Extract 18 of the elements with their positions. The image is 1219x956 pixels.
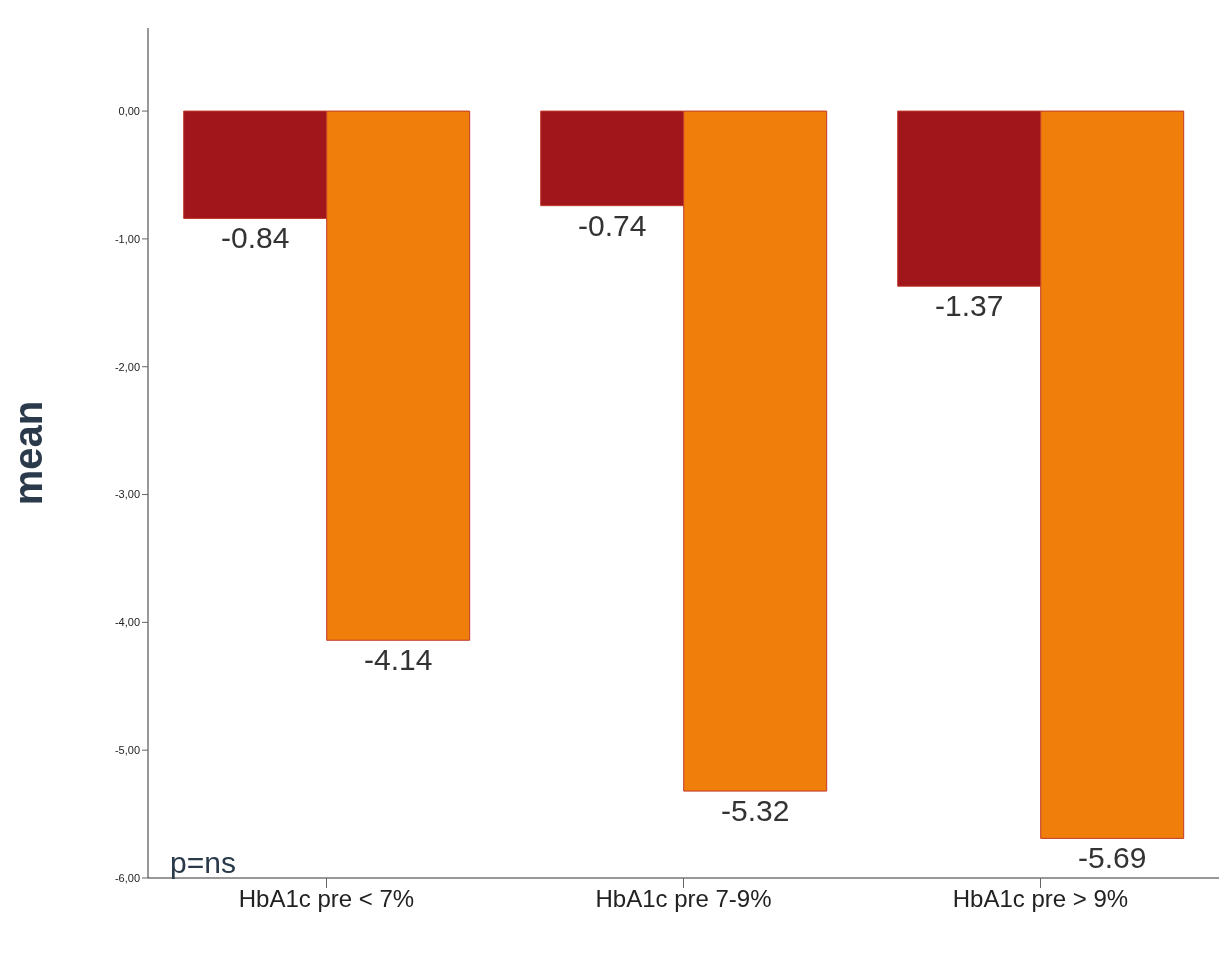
data-label: -0.74 xyxy=(578,208,647,242)
x-tick-label: HbA1c pre 7-9% xyxy=(595,885,772,913)
y-axis-title: mean xyxy=(6,400,51,506)
data-label: -5.69 xyxy=(1078,841,1147,875)
y-tick-label: -5,00 xyxy=(114,744,140,757)
y-tick-label: 0,00 xyxy=(118,104,140,117)
y-tick-label: -1,00 xyxy=(114,232,140,245)
y-tick-label: -2,00 xyxy=(114,360,140,373)
data-label: -4.14 xyxy=(364,643,433,677)
x-tick-label: HbA1c pre < 7% xyxy=(238,885,415,913)
y-tick-label: -4,00 xyxy=(114,616,140,629)
annotation: p=ns xyxy=(170,846,236,880)
x-tick-label: HbA1c pre > 9% xyxy=(952,885,1129,913)
data-label: -0.84 xyxy=(221,221,290,255)
data-label: -5.32 xyxy=(721,794,790,828)
y-tick-label: -6,00 xyxy=(114,871,140,884)
data-label: -1.37 xyxy=(935,289,1004,323)
y-tick-label: -3,00 xyxy=(114,488,140,501)
